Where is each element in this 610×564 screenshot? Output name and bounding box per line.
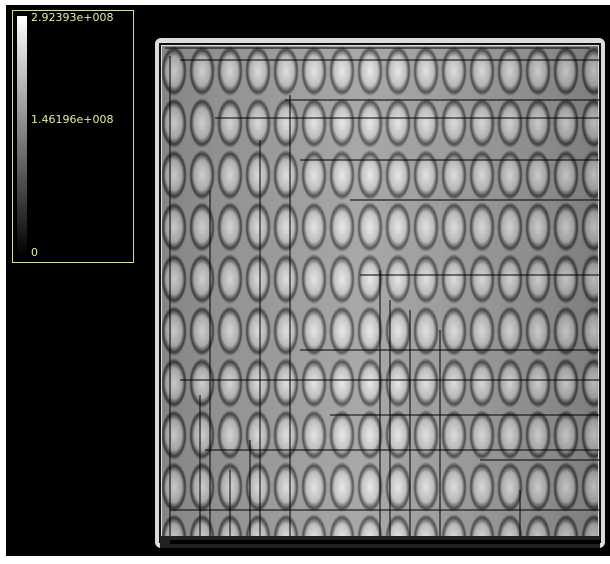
colorbar-gradient	[17, 16, 27, 256]
colorbar-mid-label: 1.46196e+008	[31, 113, 113, 126]
viewer: 2.92393e+008 1.46196e+008 0	[0, 0, 610, 564]
field-plot	[155, 38, 605, 548]
colorbar-min-label: 0	[31, 246, 38, 259]
colorbar-max-label: 2.92393e+008	[31, 11, 113, 24]
colorbar: 2.92393e+008 1.46196e+008 0	[13, 11, 134, 263]
